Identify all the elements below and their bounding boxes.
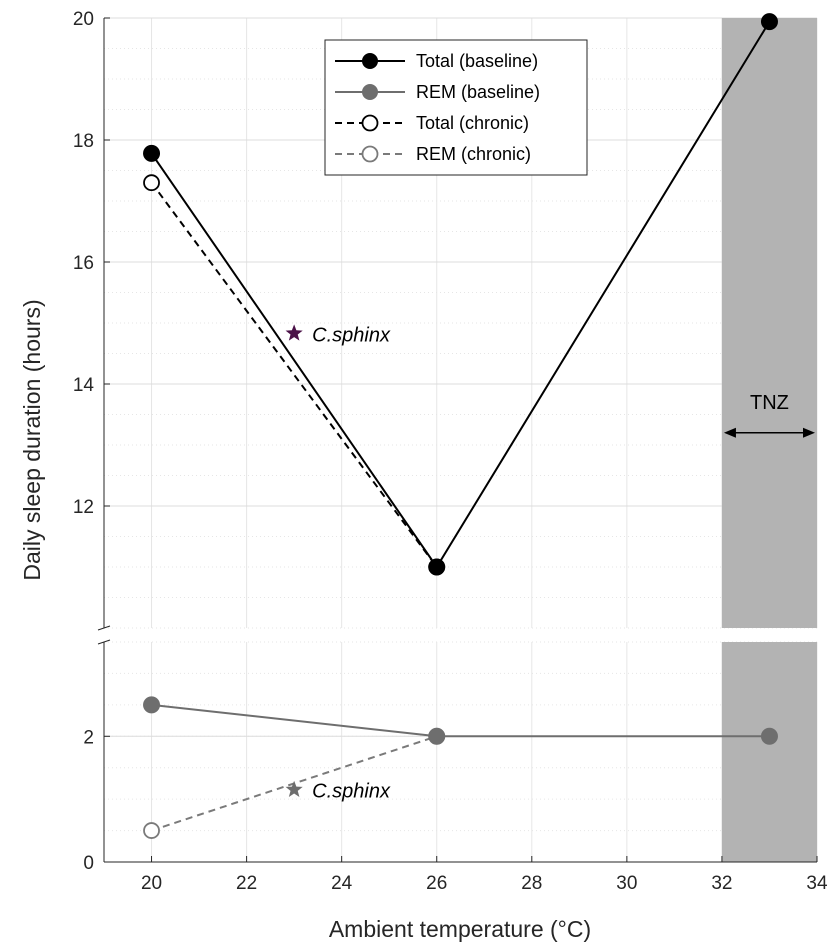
legend-label: Total (chronic) <box>416 113 529 133</box>
y-axis-label: Daily sleep duration (hours) <box>19 299 45 580</box>
data-point-total-baseline <box>428 558 446 576</box>
star-marker-upper <box>285 324 303 341</box>
annotation-layer: TNZ C.sphinx C.sphinx <box>285 324 815 803</box>
tnz-region-layer <box>721 18 817 862</box>
y-tick-label: 14 <box>73 375 95 396</box>
data-point-rem-chronic <box>143 822 160 839</box>
series-line-rem-baseline <box>151 703 770 738</box>
y-tick-label: 18 <box>73 131 94 152</box>
legend-marker <box>362 53 378 69</box>
y-tick-label: 0 <box>83 853 94 874</box>
star-marker-lower <box>285 780 303 797</box>
legend-label: REM (chronic) <box>416 144 531 164</box>
data-point-rem-baseline <box>143 696 161 714</box>
y-tick-label: 2 <box>83 727 94 748</box>
legend-marker <box>362 84 378 100</box>
tnz-region-lower <box>721 642 817 862</box>
x-tick-label: 24 <box>331 873 353 894</box>
tnz-region-upper <box>721 18 817 628</box>
x-tick-label: 28 <box>521 873 542 894</box>
x-tick-label: 32 <box>711 873 732 894</box>
data-point-rem-baseline <box>428 727 446 745</box>
tnz-label: TNZ <box>750 392 789 414</box>
legend-label: REM (baseline) <box>416 82 540 102</box>
axis-break-mark <box>97 625 111 631</box>
axes-layer: 12 14 16 18 20 0 2 20 22 24 26 28 30 32 34 <box>73 9 828 894</box>
legend-label: Total (baseline) <box>416 51 538 71</box>
species-label-lower: C.sphinx <box>312 781 391 803</box>
data-point-total-baseline <box>760 13 778 31</box>
x-tick-label: 30 <box>616 873 637 894</box>
x-tick-label: 26 <box>426 873 447 894</box>
y-tick-label: 16 <box>73 253 94 274</box>
axis-break-mark <box>97 639 111 645</box>
series-line-total-chronic <box>150 182 438 568</box>
x-axis-label: Ambient temperature (°C) <box>329 916 591 942</box>
y-tick-label: 20 <box>73 9 94 30</box>
data-point-total-baseline <box>143 144 161 162</box>
legend-marker <box>361 114 379 132</box>
legend: Total (baseline) REM (baseline) Total (chr… <box>324 39 588 176</box>
data-point-total-chronic <box>143 174 160 192</box>
y-tick-label: 12 <box>73 497 94 518</box>
data-point-rem-baseline <box>760 727 778 745</box>
tnz-arrow-head-right <box>803 427 815 438</box>
legend-marker <box>361 145 379 163</box>
x-tick-label: 34 <box>806 873 828 894</box>
x-tick-label: 22 <box>236 873 257 894</box>
tnz-arrow-head-left <box>723 427 736 438</box>
species-label-upper: C.sphinx <box>312 324 391 346</box>
x-tick-label: 20 <box>141 873 162 894</box>
